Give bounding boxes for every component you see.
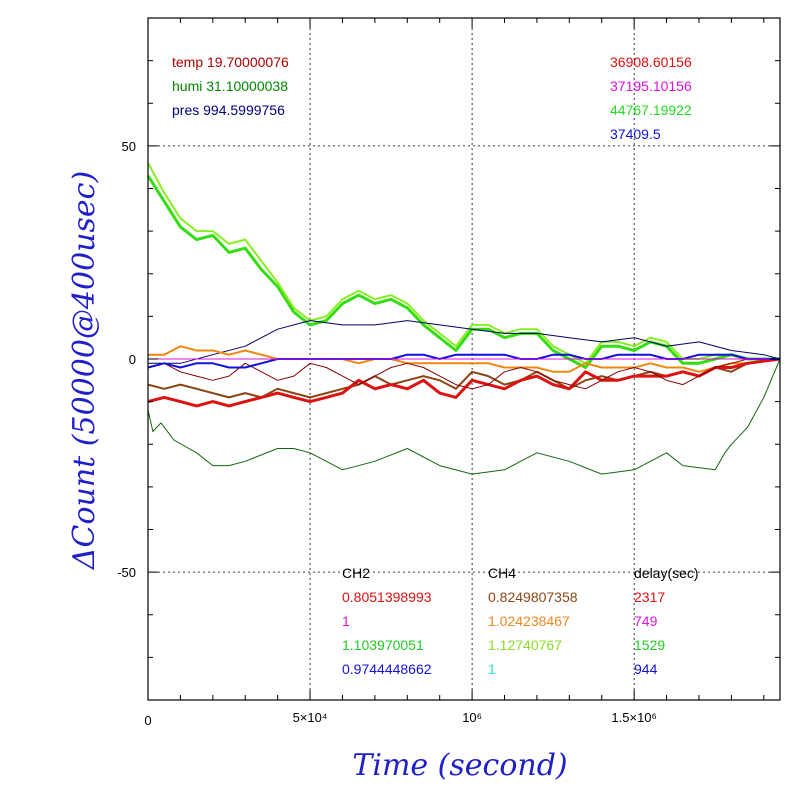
series-line-10 bbox=[147, 358, 781, 475]
calibration-table: CH2 CH4 delay(sec) 0.8051398993 0.824980… bbox=[342, 565, 699, 677]
table-ch2-value: 0.9744448662 bbox=[342, 661, 432, 677]
series-line-3 bbox=[148, 320, 781, 364]
table-ch4-value: 1.12740767 bbox=[488, 637, 562, 653]
table-delay-value: 944 bbox=[634, 661, 658, 677]
x-axis-label: Time (second) bbox=[352, 748, 567, 783]
y-tick-label: 50 bbox=[122, 139, 136, 154]
x-tick-label: 0 bbox=[144, 713, 151, 728]
table-ch4-value: 1.024238467 bbox=[488, 613, 570, 629]
env-temp-label: temp 19.70000076 bbox=[172, 54, 289, 70]
table-header-ch2: CH2 bbox=[342, 565, 370, 581]
table-ch4-value: 1 bbox=[488, 661, 496, 677]
right-value-2: 37195.10156 bbox=[610, 78, 692, 94]
axis-ticks: -50 0 50 0 5×10⁴ 10⁶ 1.5×10⁶ bbox=[117, 17, 780, 728]
table-delay-value: 749 bbox=[634, 613, 658, 629]
x-tick-label: 5×10⁴ bbox=[293, 710, 328, 725]
x-tick-label: 1.5×10⁶ bbox=[611, 710, 656, 725]
table-delay-value: 2317 bbox=[634, 589, 665, 605]
y-tick-label: -50 bbox=[117, 565, 136, 580]
table-header-ch4: CH4 bbox=[488, 565, 516, 581]
right-value-annotations: 36908.60156 37195.10156 44767.19922 3740… bbox=[610, 54, 692, 142]
right-value-4: 37409.5 bbox=[610, 126, 661, 142]
series-line-4 bbox=[148, 345, 781, 373]
table-ch4-value: 0.8249807358 bbox=[488, 589, 578, 605]
series-line-8 bbox=[147, 353, 780, 369]
table-ch2-value: 1 bbox=[342, 613, 350, 629]
series-line-2 bbox=[147, 162, 780, 365]
y-tick-label: 0 bbox=[129, 352, 136, 367]
env-humi-label: humi 31.10000038 bbox=[172, 78, 288, 94]
right-value-3: 44767.19922 bbox=[610, 102, 692, 118]
series-line-1 bbox=[146, 174, 780, 369]
environment-annotations: temp 19.70000076 humi 31.10000038 pres 9… bbox=[172, 54, 289, 118]
table-ch2-value: 0.8051398993 bbox=[342, 589, 432, 605]
table-ch2-value: 1.103970051 bbox=[342, 637, 424, 653]
right-value-1: 36908.60156 bbox=[610, 54, 692, 70]
table-header-delay: delay(sec) bbox=[634, 565, 699, 581]
y-axis-label: ΔCount (50000@400usec) bbox=[67, 171, 102, 570]
x-tick-label: 10⁶ bbox=[462, 710, 482, 725]
env-pres-label: pres 994.5999756 bbox=[172, 102, 285, 118]
table-delay-value: 1529 bbox=[634, 637, 665, 653]
series-line-6 bbox=[147, 357, 781, 408]
series-group bbox=[146, 162, 781, 475]
